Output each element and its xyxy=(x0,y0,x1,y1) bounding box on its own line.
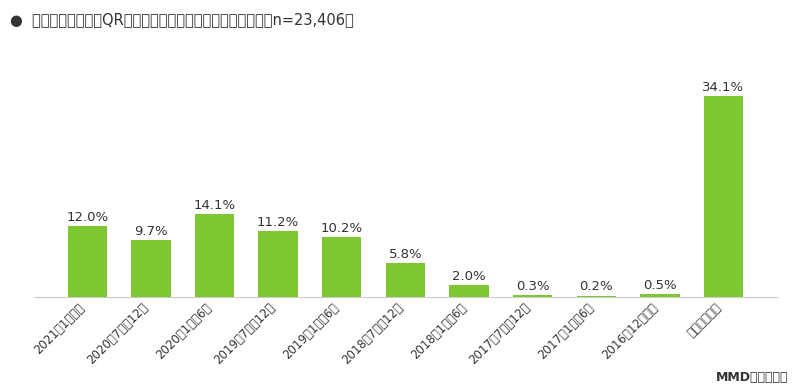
Bar xyxy=(322,237,362,297)
Bar xyxy=(386,263,425,297)
Bar xyxy=(704,96,743,297)
Text: 5.8%: 5.8% xyxy=(389,248,422,261)
Bar xyxy=(195,214,234,297)
Bar xyxy=(640,294,679,297)
Text: 0.2%: 0.2% xyxy=(579,280,613,294)
Bar xyxy=(131,240,170,297)
Text: 0.3%: 0.3% xyxy=(516,280,550,293)
Text: 12.0%: 12.0% xyxy=(66,211,108,224)
Bar xyxy=(577,296,616,297)
Bar xyxy=(450,285,489,297)
Bar xyxy=(513,295,552,297)
Text: 11.2%: 11.2% xyxy=(257,216,299,229)
Text: 0.5%: 0.5% xyxy=(643,279,677,292)
Text: 34.1%: 34.1% xyxy=(702,81,745,94)
Text: MMD研究所調べ: MMD研究所調べ xyxy=(715,371,788,384)
Text: ●  最も利用しているQRコード決済サービスの利用開始時期（n=23,406）: ● 最も利用しているQRコード決済サービスの利用開始時期（n=23,406） xyxy=(10,12,354,27)
Text: 2.0%: 2.0% xyxy=(452,270,486,283)
Text: 9.7%: 9.7% xyxy=(134,225,168,238)
Text: 10.2%: 10.2% xyxy=(321,222,363,235)
Bar xyxy=(67,227,107,297)
Text: 14.1%: 14.1% xyxy=(194,199,235,212)
Bar xyxy=(258,231,298,297)
